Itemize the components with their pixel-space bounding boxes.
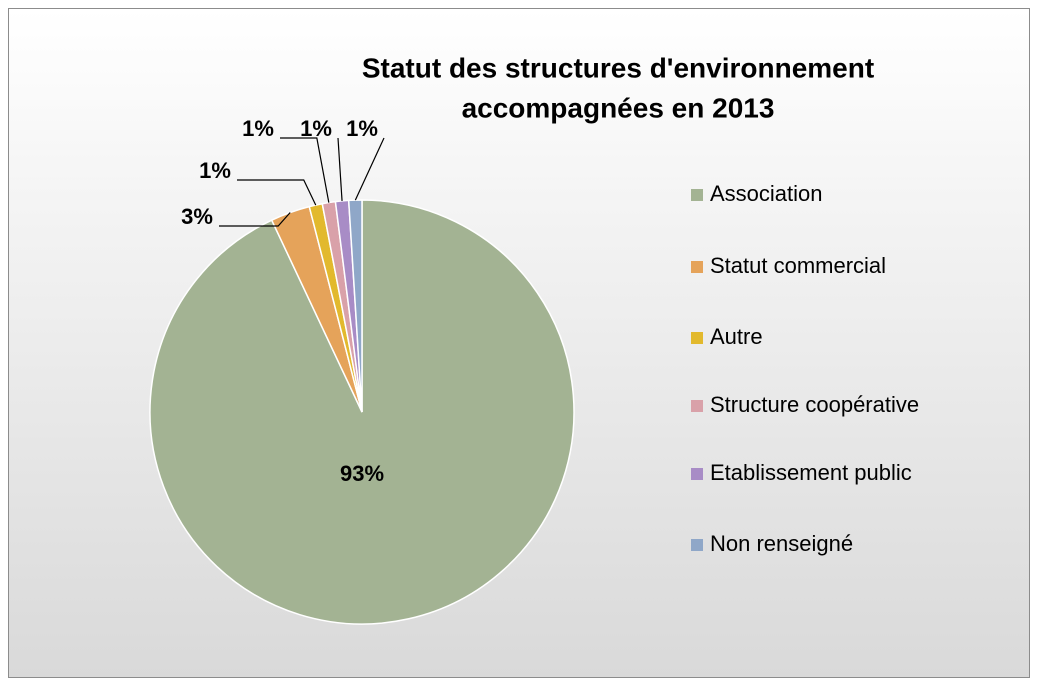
legend-label: Statut commercial <box>710 253 886 278</box>
leader-line <box>280 137 330 203</box>
leader-line <box>354 137 385 201</box>
legend-label: Non renseigné <box>710 531 853 556</box>
data-label: 3% <box>181 204 213 229</box>
legend-swatch <box>691 468 703 480</box>
legend-label: Autre <box>710 324 763 349</box>
data-label: 1% <box>346 116 378 141</box>
legend-label: Structure coopérative <box>710 392 919 417</box>
leader-line <box>237 179 317 206</box>
leader-line <box>337 137 343 201</box>
legend-label: Association <box>710 181 823 206</box>
data-label: 1% <box>199 158 231 183</box>
chart-title: accompagnées en 2013 <box>462 92 775 123</box>
legend-swatch <box>691 539 703 551</box>
legend-swatch <box>691 400 703 412</box>
data-label: 1% <box>300 116 332 141</box>
chart-title: Statut des structures d'environnement <box>362 52 874 83</box>
data-label: 93% <box>340 461 384 486</box>
legend-swatch <box>691 261 703 273</box>
legend-swatch <box>691 189 703 201</box>
leader-line <box>219 212 291 227</box>
legend-label: Etablissement public <box>710 460 912 485</box>
data-label: 1% <box>242 116 274 141</box>
legend-swatch <box>691 332 703 344</box>
